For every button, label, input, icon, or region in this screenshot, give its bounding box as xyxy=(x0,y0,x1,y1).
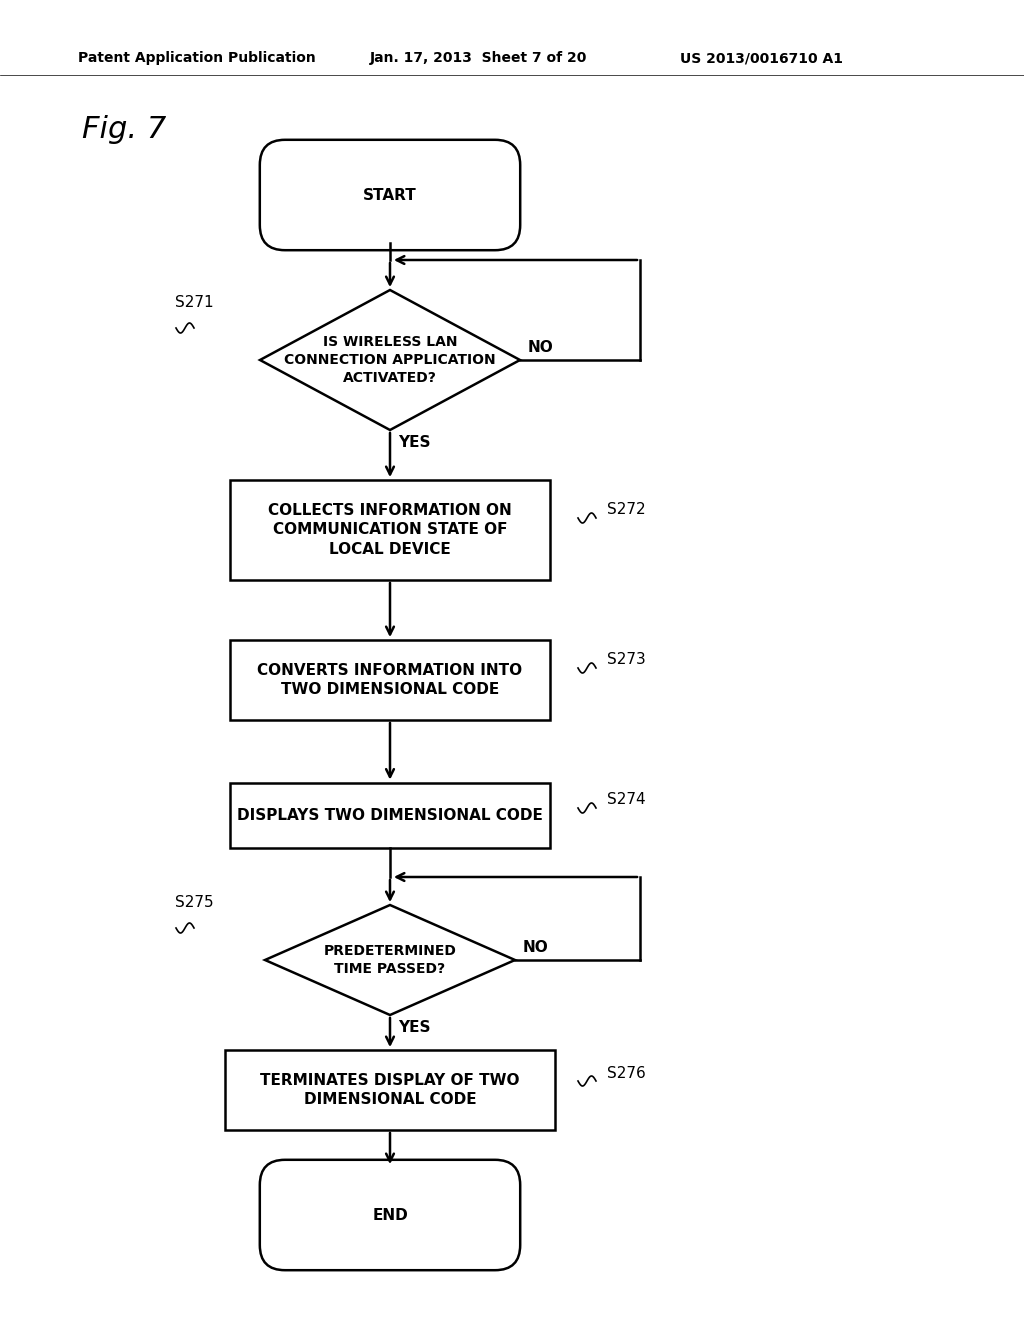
Bar xyxy=(230,640,550,719)
Bar xyxy=(230,480,550,579)
Text: YES: YES xyxy=(398,436,430,450)
Polygon shape xyxy=(260,290,520,430)
Text: NO: NO xyxy=(528,341,554,355)
Text: PREDETERMINED
TIME PASSED?: PREDETERMINED TIME PASSED? xyxy=(324,944,457,977)
Text: S275: S275 xyxy=(175,895,214,909)
Text: Fig. 7: Fig. 7 xyxy=(82,116,166,144)
Bar xyxy=(225,1049,555,1130)
Text: Patent Application Publication: Patent Application Publication xyxy=(78,51,315,65)
Text: COLLECTS INFORMATION ON
COMMUNICATION STATE OF
LOCAL DEVICE: COLLECTS INFORMATION ON COMMUNICATION ST… xyxy=(268,503,512,557)
Text: S272: S272 xyxy=(607,503,645,517)
Text: S273: S273 xyxy=(607,652,646,668)
Text: S274: S274 xyxy=(607,792,645,808)
Text: US 2013/0016710 A1: US 2013/0016710 A1 xyxy=(680,51,843,65)
Text: S276: S276 xyxy=(607,1065,646,1081)
Text: Jan. 17, 2013  Sheet 7 of 20: Jan. 17, 2013 Sheet 7 of 20 xyxy=(370,51,588,65)
Text: CONVERTS INFORMATION INTO
TWO DIMENSIONAL CODE: CONVERTS INFORMATION INTO TWO DIMENSIONA… xyxy=(257,663,522,697)
Text: S271: S271 xyxy=(175,294,214,310)
Text: NO: NO xyxy=(523,940,549,954)
FancyBboxPatch shape xyxy=(260,140,520,251)
FancyBboxPatch shape xyxy=(260,1160,520,1270)
Bar xyxy=(230,783,550,847)
Text: YES: YES xyxy=(398,1020,430,1035)
Text: START: START xyxy=(364,187,417,202)
Text: IS WIRELESS LAN
CONNECTION APPLICATION
ACTIVATED?: IS WIRELESS LAN CONNECTION APPLICATION A… xyxy=(285,334,496,385)
Text: DISPLAYS TWO DIMENSIONAL CODE: DISPLAYS TWO DIMENSIONAL CODE xyxy=(238,808,543,822)
Polygon shape xyxy=(265,906,515,1015)
Text: END: END xyxy=(372,1208,408,1222)
Text: TERMINATES DISPLAY OF TWO
DIMENSIONAL CODE: TERMINATES DISPLAY OF TWO DIMENSIONAL CO… xyxy=(260,1073,520,1107)
